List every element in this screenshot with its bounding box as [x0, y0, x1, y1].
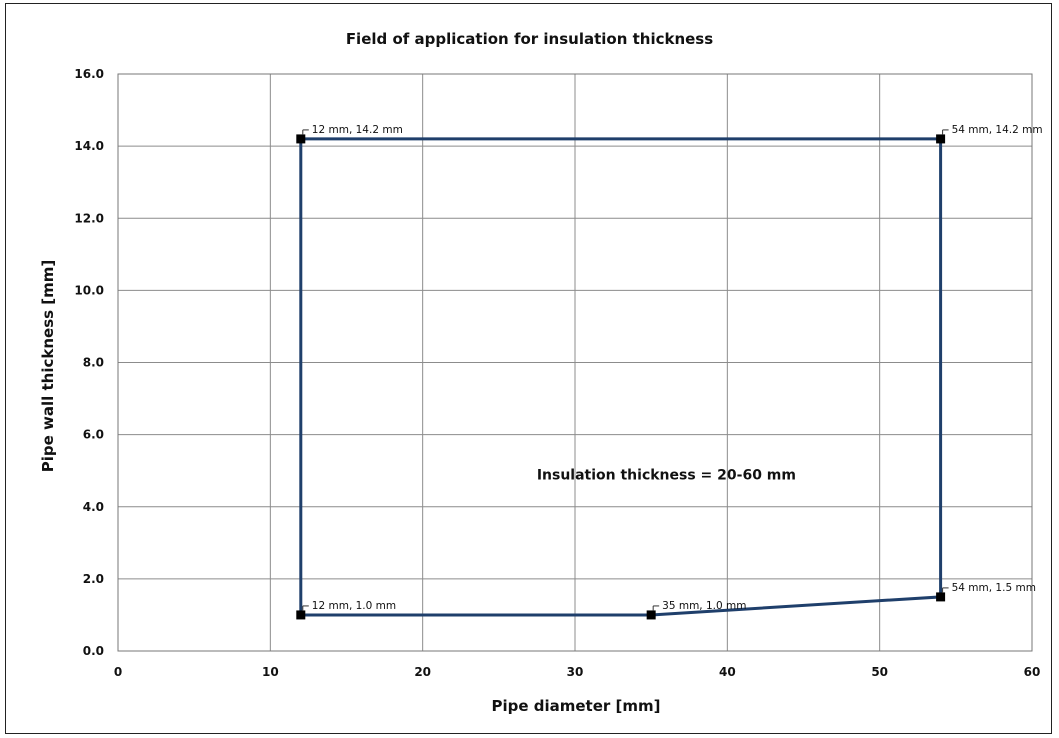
x-tick-label: 50: [871, 665, 888, 679]
y-tick-label: 8.0: [83, 356, 104, 370]
data-point-label: 54 mm, 1.5 mm: [952, 582, 1036, 594]
x-tick-label: 40: [719, 665, 736, 679]
x-ticks: 0 10 20 30 40 50 60: [114, 665, 1041, 679]
x-tick-label: 30: [567, 665, 584, 679]
chart-frame: [5, 3, 1052, 734]
chart-title: Field of application for insulation thic…: [345, 30, 714, 48]
data-point-marker: [936, 134, 946, 144]
y-tick-label: 4.0: [83, 500, 104, 514]
data-point-label: 35 mm, 1.0 mm: [662, 600, 746, 612]
y-tick-label: 2.0: [83, 572, 104, 586]
data-point-label: 12 mm, 14.2 mm: [312, 124, 403, 136]
y-tick-label: 10.0: [74, 283, 104, 297]
series-layer: [299, 137, 943, 617]
chart-annotation: Insulation thickness = 20-60 mm: [537, 468, 796, 484]
points-layer: 12 mm, 14.2 mm 54 mm, 14.2 mm 12 mm, 1.0 m…: [296, 124, 1043, 620]
y-axis-label: Pipe wall thickness [mm]: [39, 260, 57, 473]
y-ticks: 0.0 2.0 4.0 6.0 8.0 10.0 12.0 14.0 16.0: [74, 67, 104, 658]
y-tick-label: 14.0: [74, 139, 104, 153]
grid: [117, 73, 1033, 652]
x-tick-label: 20: [414, 665, 431, 679]
data-point-label: 54 mm, 14.2 mm: [952, 124, 1043, 136]
y-tick-label: 0.0: [83, 644, 104, 658]
y-tick-label: 6.0: [83, 428, 104, 442]
x-tick-label: 60: [1024, 665, 1041, 679]
data-point-marker: [646, 610, 656, 620]
data-point-marker: [296, 134, 306, 144]
plot-area-border: [117, 73, 1033, 652]
annotation-layer: Insulation thickness = 20-60 mm: [537, 468, 796, 484]
x-axis-label: Pipe diameter [mm]: [491, 697, 660, 715]
y-tick-label: 12.0: [74, 211, 104, 225]
x-tick-label: 0: [114, 665, 122, 679]
x-tick-label: 10: [262, 665, 279, 679]
series-line-0: [299, 137, 943, 617]
data-point-label: 12 mm, 1.0 mm: [312, 600, 396, 612]
y-tick-label: 16.0: [74, 67, 104, 81]
data-point-marker: [936, 592, 946, 602]
data-point-marker: [296, 610, 306, 620]
